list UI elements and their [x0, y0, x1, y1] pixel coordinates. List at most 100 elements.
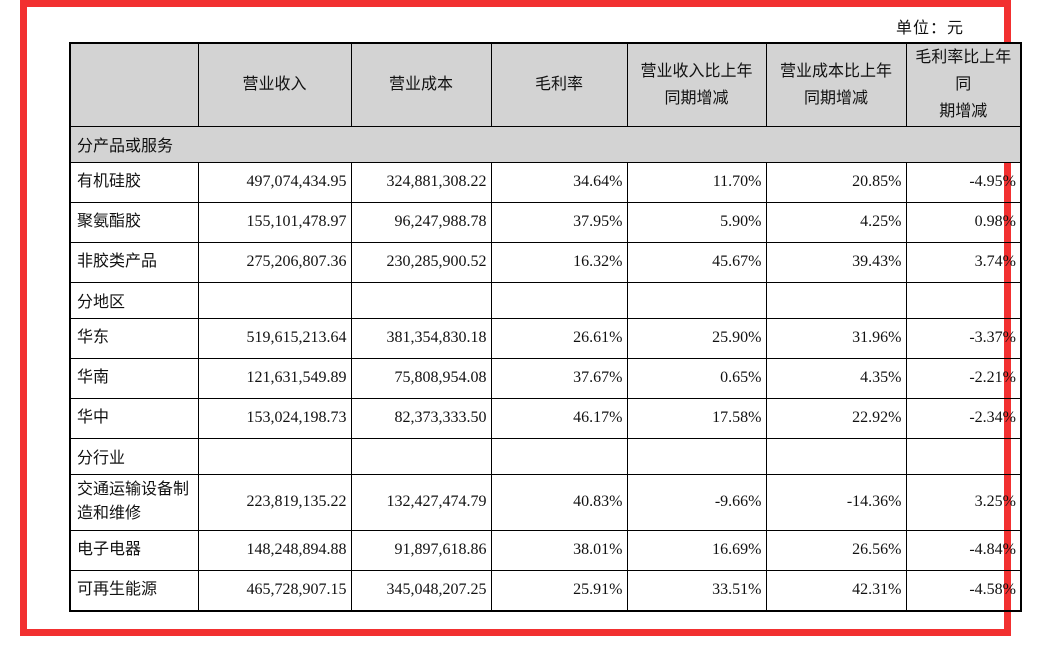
cell-value: 33.51% — [626, 570, 767, 612]
cell-value: -9.66% — [626, 473, 767, 532]
empty-cell — [197, 437, 352, 475]
cell-value: -14.36% — [765, 473, 907, 532]
table-header: 营业收入 营业成本 毛利率 营业收入比上年 同期增减 营业成本比上年 同期增减 毛利率比上… — [69, 42, 1022, 127]
table-row: 华南 121,631,549.89 75,808,954.08 37.67% 0.65%… — [69, 357, 1022, 399]
table-row: 有机硅胶 497,074,434.95 324,881,308.22 34.64% 11… — [69, 161, 1022, 203]
column-header-3: 营业收入比上年 同期增减 — [626, 42, 767, 127]
column-header-5: 毛利率比上年同 期增减 — [905, 42, 1022, 127]
cell-value: -2.21% — [905, 357, 1022, 399]
empty-cell — [626, 437, 767, 475]
cell-value: -4.95% — [905, 161, 1022, 203]
cell-value: 153,024,198.73 — [197, 397, 352, 439]
cell-value: 82,373,333.50 — [350, 397, 492, 439]
empty-cell — [350, 437, 492, 475]
cell-value: 223,819,135.22 — [197, 473, 352, 532]
cell-value: -2.34% — [905, 397, 1022, 439]
empty-cell — [905, 437, 1022, 475]
cell-value: 46.17% — [490, 397, 628, 439]
row-label: 聚氨酯胶 — [69, 201, 199, 243]
section-row-2: 分行业 — [69, 437, 1022, 475]
empty-cell — [765, 281, 907, 319]
corner-header-cell — [69, 42, 199, 127]
cell-value: 31.96% — [765, 317, 907, 359]
cell-value: 5.90% — [626, 201, 767, 243]
empty-cell — [350, 281, 492, 319]
row-label: 华南 — [69, 357, 199, 399]
empty-cell — [197, 281, 352, 319]
cell-value: 40.83% — [490, 473, 628, 532]
cell-value: 38.01% — [490, 530, 628, 572]
column-header-1: 营业成本 — [350, 42, 492, 127]
section-title: 分行业 — [69, 437, 199, 475]
cell-value: 4.35% — [765, 357, 907, 399]
empty-cell — [905, 281, 1022, 319]
cell-value: 3.25% — [905, 473, 1022, 532]
cell-value: -3.37% — [905, 317, 1022, 359]
cell-value: 345,048,207.25 — [350, 570, 492, 612]
row-label: 交通运输设备制造和维修 — [69, 473, 199, 532]
unit-label: 单位：元 — [895, 20, 964, 37]
cell-value: 519,615,213.64 — [197, 317, 352, 359]
cell-value: 37.67% — [490, 357, 628, 399]
section-title: 分地区 — [69, 281, 199, 319]
cell-value: 20.85% — [765, 161, 907, 203]
cell-value: 25.91% — [490, 570, 628, 612]
cell-value: 381,354,830.18 — [350, 317, 492, 359]
empty-cell — [490, 281, 628, 319]
column-header-4: 营业成本比上年 同期增减 — [765, 42, 907, 127]
cell-value: 26.61% — [490, 317, 628, 359]
table-row: 交通运输设备制造和维修 223,819,135.22 132,427,474.79 4… — [69, 473, 1022, 532]
row-label: 可再生能源 — [69, 570, 199, 612]
cell-value: 275,206,807.36 — [197, 241, 352, 283]
cell-value: 0.98% — [905, 201, 1022, 243]
cell-value: -4.58% — [905, 570, 1022, 612]
cell-value: 11.70% — [626, 161, 767, 203]
table-body: 分产品或服务 有机硅胶 497,074,434.95 324,881,308.22 34… — [69, 125, 1022, 612]
row-label: 非胶类产品 — [69, 241, 199, 283]
table-row: 聚氨酯胶 155,101,478.97 96,247,988.78 37.95% 5.9… — [69, 201, 1022, 243]
cell-value: 4.25% — [765, 201, 907, 243]
cell-value: 96,247,988.78 — [350, 201, 492, 243]
row-label: 华东 — [69, 317, 199, 359]
table-row: 电子电器 148,248,894.88 91,897,618.86 38.01% 16.… — [69, 530, 1022, 572]
cell-value: 132,427,474.79 — [350, 473, 492, 532]
cell-value: 37.95% — [490, 201, 628, 243]
cell-value: 497,074,434.95 — [197, 161, 352, 203]
cell-value: 3.74% — [905, 241, 1022, 283]
empty-cell — [765, 437, 907, 475]
column-header-0: 营业收入 — [197, 42, 352, 127]
header-row: 营业收入 营业成本 毛利率 营业收入比上年 同期增减 营业成本比上年 同期增减 毛利率比上… — [69, 42, 1022, 127]
cell-value: 155,101,478.97 — [197, 201, 352, 243]
red-highlight-frame: 单位：元 营业收入 营业成本 毛利率 营业收入比上年 同期增减 营业成本比上年 同期增减… — [20, 0, 1022, 636]
cell-value: 39.43% — [765, 241, 907, 283]
cell-value: 324,881,308.22 — [350, 161, 492, 203]
row-label: 电子电器 — [69, 530, 199, 572]
cell-value: -4.84% — [905, 530, 1022, 572]
row-label: 华中 — [69, 397, 199, 439]
cell-value: 91,897,618.86 — [350, 530, 492, 572]
cell-value: 17.58% — [626, 397, 767, 439]
cell-value: 0.65% — [626, 357, 767, 399]
financial-breakdown-table: 营业收入 营业成本 毛利率 营业收入比上年 同期增减 营业成本比上年 同期增减 毛利率比上… — [69, 42, 1022, 612]
cell-value: 16.32% — [490, 241, 628, 283]
cell-value: 45.67% — [626, 241, 767, 283]
cell-value: 34.64% — [490, 161, 628, 203]
cell-value: 148,248,894.88 — [197, 530, 352, 572]
column-header-2: 毛利率 — [490, 42, 628, 127]
section-title: 分产品或服务 — [69, 125, 1022, 163]
table-row: 非胶类产品 275,206,807.36 230,285,900.52 16.32% 4… — [69, 241, 1022, 283]
table-row: 可再生能源 465,728,907.15 345,048,207.25 25.91% 3… — [69, 570, 1022, 612]
cell-value: 25.90% — [626, 317, 767, 359]
cell-value: 42.31% — [765, 570, 907, 612]
cell-value: 230,285,900.52 — [350, 241, 492, 283]
row-label: 有机硅胶 — [69, 161, 199, 203]
section-row-1: 分地区 — [69, 281, 1022, 319]
cell-value: 121,631,549.89 — [197, 357, 352, 399]
section-row-0: 分产品或服务 — [69, 125, 1022, 163]
cell-value: 26.56% — [765, 530, 907, 572]
table-row: 华中 153,024,198.73 82,373,333.50 46.17% 17.58… — [69, 397, 1022, 439]
table-row: 华东 519,615,213.64 381,354,830.18 26.61% 25.9… — [69, 317, 1022, 359]
cell-value: 75,808,954.08 — [350, 357, 492, 399]
cell-value: 16.69% — [626, 530, 767, 572]
